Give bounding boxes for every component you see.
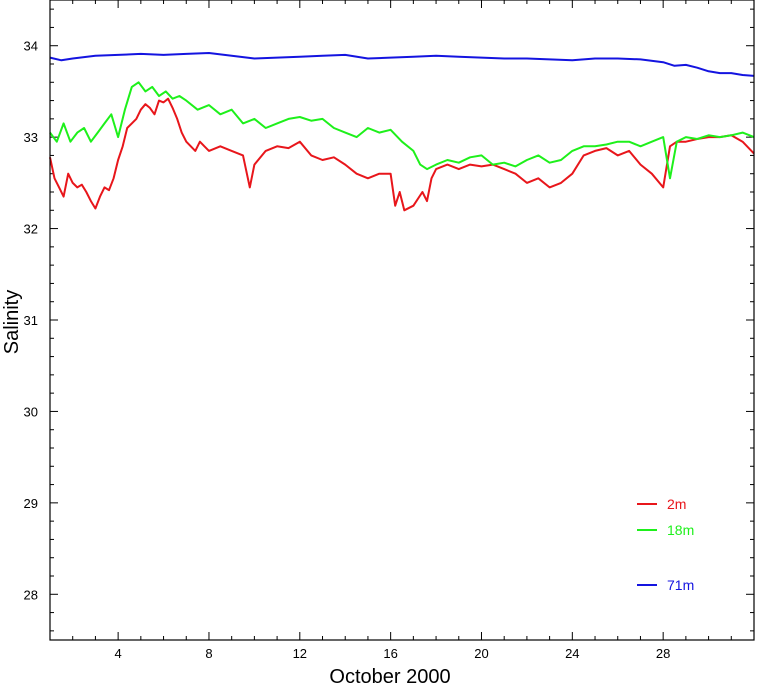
legend-label-71m: 71m: [667, 577, 694, 593]
x-axis-title: October 2000: [329, 666, 450, 685]
y-tick-label: 29: [24, 496, 38, 511]
y-tick-label: 28: [24, 587, 38, 602]
x-tick-label: 4: [115, 646, 122, 661]
x-tick-label: 28: [656, 646, 670, 661]
legend: 2m 18m 71m: [637, 496, 694, 593]
x-tick-label: 24: [565, 646, 579, 661]
y-tick-label: 33: [24, 130, 38, 145]
legend-label-18m: 18m: [667, 522, 694, 538]
y-axis-title: Salinity: [1, 290, 23, 354]
x-tick-label: 16: [383, 646, 397, 661]
series-line-71m: [49, 52, 755, 77]
y-tick-label: 32: [24, 222, 38, 237]
tick-labels: 4 8 12 16 20 24 28 28 29 30 31 32 33 34: [24, 39, 671, 661]
plot-frame: [49, 0, 755, 641]
series-line-2m: [49, 97, 755, 212]
series-lines: [49, 52, 755, 212]
legend-label-2m: 2m: [667, 496, 686, 512]
x-tick-label: 8: [205, 646, 212, 661]
series-line-18m: [49, 81, 755, 180]
y-tick-label: 34: [24, 39, 38, 54]
x-tick-label: 20: [474, 646, 488, 661]
x-tick-label: 12: [293, 646, 307, 661]
tick-marks: [49, 0, 755, 640]
y-tick-label: 30: [24, 404, 38, 419]
y-tick-label: 31: [24, 313, 38, 328]
